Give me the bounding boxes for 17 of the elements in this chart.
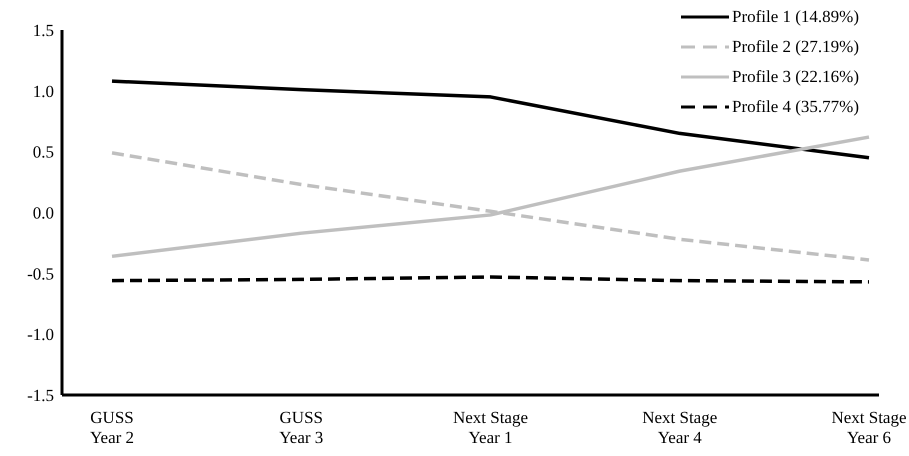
x-tick-label: Next Stage Year 6 [831, 408, 907, 447]
x-tick-label: GUSS Year 3 [279, 408, 324, 447]
line-series [110, 135, 871, 258]
y-tick-label: 1.0 [32, 82, 54, 101]
y-tick-label: -1.5 [27, 386, 54, 406]
y-tick-label: 0.5 [32, 142, 54, 162]
x-tick-label: Next Stage Year 1 [452, 408, 528, 447]
legend-label: Profile 4 (35.77%) [732, 96, 859, 118]
legend-label: Profile 1 (14.89%) [732, 6, 859, 28]
y-tick-label: -1.0 [27, 325, 54, 344]
y-tick-label: 0.0 [32, 204, 54, 223]
legend-label: Profile 2 (27.19%) [732, 36, 859, 58]
legend-label: Profile 3 (22.16%) [732, 66, 859, 88]
x-tick-label: Next Stage Year 4 [642, 408, 718, 447]
y-tick-label: 1.5 [32, 21, 54, 40]
y-tick-label: -0.5 [27, 264, 54, 284]
x-tick-label: GUSS Year 2 [90, 408, 134, 447]
